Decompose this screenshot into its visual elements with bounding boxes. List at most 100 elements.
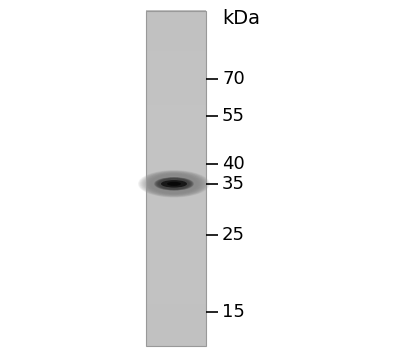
Bar <box>146 303 206 305</box>
Bar <box>146 305 206 307</box>
Bar <box>146 201 206 203</box>
Bar <box>146 260 206 262</box>
Bar <box>146 221 206 224</box>
Bar <box>146 253 206 255</box>
Bar <box>146 84 206 86</box>
Bar <box>146 340 206 342</box>
Bar <box>146 258 206 260</box>
Bar <box>146 51 206 53</box>
Ellipse shape <box>139 170 209 197</box>
Bar <box>146 148 206 150</box>
Bar <box>146 154 206 157</box>
Bar <box>146 79 206 81</box>
Ellipse shape <box>140 171 208 197</box>
Bar <box>146 62 206 64</box>
Ellipse shape <box>162 179 186 189</box>
Bar <box>146 255 206 257</box>
Bar <box>146 191 206 193</box>
Bar <box>146 285 206 287</box>
Bar <box>146 223 206 225</box>
Bar <box>146 226 206 229</box>
Bar <box>146 193 206 195</box>
Bar <box>146 56 206 58</box>
Ellipse shape <box>155 177 193 190</box>
Bar <box>146 278 206 280</box>
Bar <box>146 163 206 165</box>
Bar <box>146 98 206 99</box>
Bar <box>146 322 206 324</box>
Bar <box>146 64 206 66</box>
Bar <box>146 74 206 76</box>
Ellipse shape <box>148 173 200 194</box>
Bar <box>146 96 206 98</box>
Bar <box>146 276 206 279</box>
Bar <box>146 116 206 118</box>
Bar <box>146 171 206 173</box>
Bar <box>146 342 206 344</box>
Bar <box>146 111 206 113</box>
Bar <box>146 77 206 80</box>
Bar <box>146 325 206 327</box>
Bar <box>146 81 206 83</box>
Bar <box>146 67 206 69</box>
Ellipse shape <box>138 170 210 198</box>
Bar <box>146 328 206 330</box>
Ellipse shape <box>157 178 191 190</box>
Bar <box>146 36 206 37</box>
Bar <box>146 24 206 26</box>
Ellipse shape <box>148 174 200 194</box>
Bar <box>146 37 206 39</box>
Ellipse shape <box>149 174 199 194</box>
Bar <box>146 99 206 101</box>
Bar <box>146 188 206 190</box>
Bar <box>146 66 206 68</box>
Ellipse shape <box>147 173 201 195</box>
Bar <box>146 76 206 78</box>
Bar <box>146 288 206 291</box>
Bar <box>146 31 206 32</box>
Bar <box>146 144 206 147</box>
Bar <box>146 121 206 123</box>
Bar <box>146 343 206 346</box>
Bar <box>146 194 206 197</box>
Ellipse shape <box>156 176 192 192</box>
Bar <box>146 91 206 93</box>
Bar <box>146 159 206 161</box>
Bar <box>146 156 206 158</box>
Bar <box>146 273 206 275</box>
Bar <box>146 54 206 56</box>
Bar <box>146 151 206 153</box>
Bar <box>146 89 206 91</box>
Bar <box>146 248 206 250</box>
Ellipse shape <box>154 175 194 193</box>
Bar <box>146 29 206 31</box>
Bar <box>146 165 206 166</box>
Bar <box>146 181 206 183</box>
Ellipse shape <box>157 176 191 192</box>
Ellipse shape <box>156 178 192 190</box>
Ellipse shape <box>164 180 184 188</box>
Bar <box>146 170 206 171</box>
Bar <box>146 183 206 185</box>
Ellipse shape <box>144 172 204 195</box>
Ellipse shape <box>156 177 192 190</box>
Bar <box>146 265 206 267</box>
Bar <box>146 314 206 315</box>
Bar <box>146 252 206 253</box>
Ellipse shape <box>155 176 193 192</box>
Bar <box>146 300 206 302</box>
Bar <box>146 126 206 128</box>
Bar <box>146 146 206 148</box>
Bar <box>146 218 206 220</box>
Bar <box>146 204 206 207</box>
Bar <box>146 124 206 126</box>
Bar <box>146 263 206 265</box>
Ellipse shape <box>151 174 197 193</box>
Bar <box>146 190 206 192</box>
Bar <box>146 196 206 198</box>
Ellipse shape <box>154 177 194 191</box>
Bar <box>146 238 206 240</box>
Bar <box>146 337 206 339</box>
Bar <box>146 271 206 274</box>
Bar <box>146 295 206 297</box>
